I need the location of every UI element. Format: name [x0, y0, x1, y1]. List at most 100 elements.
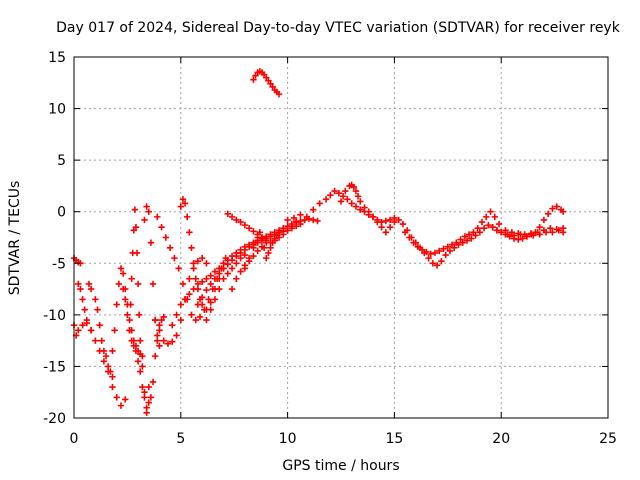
data-point [211, 275, 219, 282]
data-point [549, 229, 556, 236]
series-trace-04 [85, 280, 116, 380]
data-point [87, 327, 95, 334]
data-point [186, 275, 193, 282]
x-tick-labels: 0 5 10 15 20 25 [70, 431, 617, 447]
data-point [87, 285, 95, 293]
data-point [544, 210, 552, 217]
data-point [553, 203, 560, 210]
data-point [431, 249, 439, 257]
data-point [147, 394, 155, 401]
y-tick-label: 0 [57, 205, 66, 221]
data-point [203, 316, 210, 324]
data-point [141, 389, 148, 396]
data-point [502, 231, 509, 238]
chart-title: Day 017 of 2024, Sidereal Day-to-day VTE… [56, 20, 621, 36]
data-point [241, 265, 249, 272]
data-point [79, 296, 86, 303]
data-point [399, 220, 407, 228]
data-point [188, 311, 195, 319]
data-point [160, 337, 167, 344]
data-point [532, 229, 539, 236]
data-point [395, 216, 402, 224]
data-point [179, 280, 187, 288]
data-point [256, 229, 264, 236]
data-marks [70, 68, 567, 417]
data-point [476, 229, 484, 236]
data-point [207, 306, 214, 313]
data-point [250, 228, 257, 235]
data-point [156, 327, 163, 334]
data-point [216, 285, 223, 293]
data-point [527, 231, 535, 238]
data-point [134, 280, 142, 288]
y-tick-label: -5 [52, 256, 66, 272]
data-point [331, 187, 338, 195]
data-point [540, 227, 548, 234]
data-point [186, 229, 193, 236]
data-point [186, 291, 193, 298]
data-point [344, 196, 351, 203]
data-point [75, 327, 82, 334]
data-point [139, 352, 146, 360]
data-point [245, 225, 253, 232]
data-point [429, 260, 437, 267]
data-point [495, 220, 503, 228]
data-point [131, 206, 139, 213]
data-point [107, 368, 114, 375]
series-trace-23 [489, 203, 567, 243]
data-point [224, 210, 231, 217]
data-point [228, 285, 236, 293]
data-point [171, 254, 178, 262]
data-point [194, 258, 202, 265]
x-tick-label: 20 [492, 431, 510, 447]
data-point [288, 222, 296, 230]
data-point [354, 193, 362, 200]
series-trace-19 [250, 68, 283, 98]
data-point [83, 316, 91, 324]
data-point [540, 216, 548, 224]
data-point [203, 260, 210, 267]
data-point [342, 187, 349, 195]
data-point [446, 247, 454, 255]
data-point [406, 234, 413, 241]
data-point [444, 243, 451, 250]
series-trace-07 [126, 206, 150, 411]
data-point [128, 337, 135, 344]
data-point [145, 399, 152, 406]
data-point [145, 208, 152, 215]
data-point [98, 337, 105, 344]
data-point [237, 268, 244, 275]
data-point [250, 244, 257, 252]
data-point [109, 383, 116, 391]
data-point [478, 218, 486, 226]
data-point [216, 270, 223, 277]
data-point [263, 239, 270, 246]
data-point [100, 358, 108, 365]
data-point [173, 332, 180, 339]
data-point [127, 301, 134, 308]
data-point [468, 235, 475, 242]
data-point [203, 275, 210, 282]
data-point [314, 217, 321, 225]
data-point [440, 245, 447, 253]
data-point [169, 321, 176, 329]
data-point [143, 404, 150, 411]
data-point [418, 246, 426, 254]
data-point [322, 196, 330, 203]
data-point [228, 265, 236, 272]
y-tick-labels: 15 10 5 0 -5 -10 -15 -20 [43, 50, 66, 427]
data-point [126, 316, 133, 324]
data-point [498, 229, 505, 236]
data-point [181, 296, 189, 303]
data-point [119, 285, 127, 293]
data-point [463, 237, 471, 244]
data-point [474, 225, 481, 232]
data-point [453, 239, 460, 246]
data-point [124, 311, 131, 319]
data-point [169, 338, 176, 345]
data-point [211, 268, 219, 275]
data-point [423, 248, 430, 256]
data-point [151, 352, 159, 360]
data-point [96, 321, 103, 329]
data-point [559, 225, 567, 232]
